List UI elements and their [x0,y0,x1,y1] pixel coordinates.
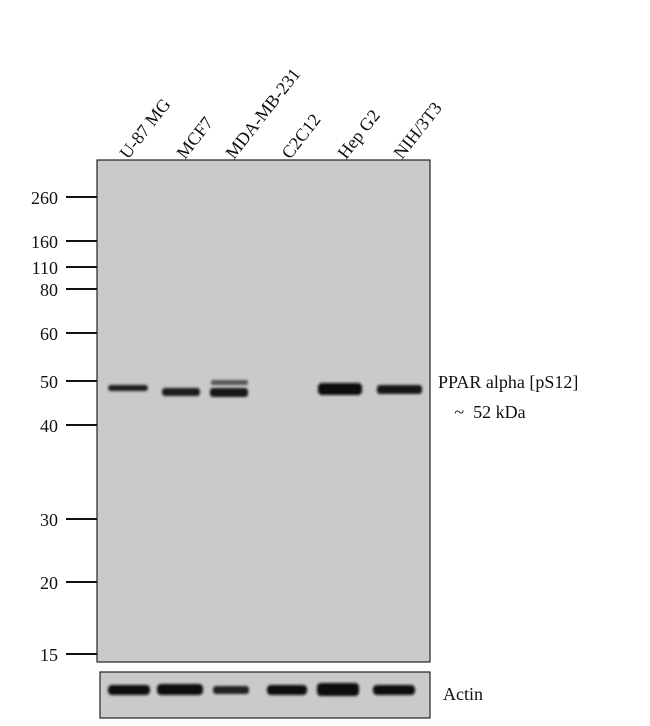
band [162,388,200,396]
lane-label: C2C12 [277,110,324,163]
blot-panel [96,159,431,663]
band [157,684,203,695]
marker-label: 80 [40,280,58,300]
marker-label: 15 [40,645,58,665]
band [377,385,422,394]
band [213,686,249,694]
actin-bands [108,683,415,696]
marker-ticks [66,196,97,655]
marker-label: 30 [40,510,58,530]
marker-label: 20 [40,573,58,593]
band [267,685,307,695]
band [318,383,362,395]
actin-panel [99,671,431,719]
lane-label: MCF7 [172,113,217,162]
lane-label: U-87 MG [115,95,174,163]
bands [108,380,422,397]
band [108,385,148,391]
band [211,380,248,385]
band [373,685,415,695]
lane-label: NIH/3T3 [389,98,445,162]
marker-label: 110 [32,258,58,278]
target-name: PPAR alpha [pS12] [438,372,578,392]
loading-control-label: Actin [443,684,483,704]
target-size: ~ 52 kDa [454,402,525,422]
lane-label: Hep G2 [333,106,384,163]
marker-label: 50 [40,372,58,392]
band [108,685,150,695]
marker-label: 60 [40,324,58,344]
lane-labels: U-87 MG MCF7 MDA-MB-231 C2C12 Hep G2 NIH… [115,64,445,162]
marker-label: 160 [31,232,58,252]
marker-labels: 260 160 110 80 60 50 40 30 20 15 [31,188,58,665]
band [210,388,248,397]
marker-label: 260 [31,188,58,208]
marker-label: 40 [40,416,58,436]
band [317,683,359,696]
